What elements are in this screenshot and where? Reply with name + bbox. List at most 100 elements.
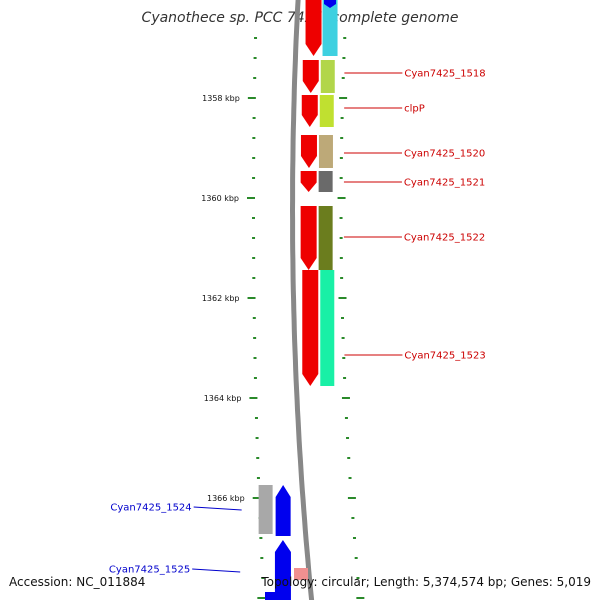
tick-mark: [252, 117, 256, 119]
gene-block: [320, 270, 335, 386]
tick-mark: [343, 377, 347, 379]
tick-mark: [252, 257, 256, 259]
tick-mark: [337, 197, 346, 199]
gene-label: Cyan7425_1518: [404, 69, 485, 80]
tick-mark: [261, 577, 265, 579]
tick-mark: [252, 177, 256, 179]
tick-mark: [356, 597, 365, 599]
gene-block-partial: [294, 568, 308, 580]
gene-block: [320, 60, 335, 93]
tick-mark: [343, 37, 347, 39]
tick-mark: [253, 357, 257, 359]
reverse-strand-arrow-partial: [265, 592, 280, 600]
tick-label: 1360 kbp: [201, 194, 239, 203]
tick-mark: [256, 477, 260, 479]
tick-mark: [341, 337, 345, 339]
tick-mark: [253, 77, 257, 79]
forward-strand-arrow: [300, 171, 317, 192]
tick-label: 1358 kbp: [202, 94, 240, 103]
gene-label: Cyan7425_1523: [404, 351, 485, 362]
tick-mark: [252, 137, 256, 139]
tick-mark: [348, 477, 352, 479]
tick-mark: [339, 217, 343, 219]
tick-mark: [249, 397, 258, 399]
tick-label: 1364 kbp: [204, 394, 242, 403]
tick-mark: [254, 37, 258, 39]
tick-mark: [256, 457, 260, 459]
tick-mark: [347, 457, 351, 459]
tick-label: 1366 kbp: [207, 494, 245, 503]
forward-strand-arrow: [301, 95, 318, 127]
label-connector: [193, 506, 242, 511]
accession-text: Accession: NC_011884: [9, 575, 146, 589]
gene-block: [319, 95, 334, 127]
gene-label: clpP: [404, 104, 425, 115]
tick-mark: [253, 57, 257, 59]
tick-mark: [252, 217, 256, 219]
tick-mark: [339, 237, 343, 239]
tick-mark: [346, 437, 350, 439]
forward-strand-arrow: [300, 206, 317, 270]
tick-mark: [341, 397, 350, 399]
tick-mark: [341, 77, 345, 79]
label-connector: [192, 568, 241, 573]
reverse-strand-arrow: [324, 0, 336, 8]
tick-mark: [342, 357, 346, 359]
tick-mark: [247, 97, 256, 99]
topology-text: Topology: circular; Length: 5,374,574 bp…: [261, 575, 591, 589]
tick-mark: [352, 537, 356, 539]
forward-strand-arrow: [305, 0, 322, 56]
gene-layer: [258, 0, 338, 600]
tick-mark: [247, 197, 256, 199]
gene-label: Cyan7425_1525: [109, 565, 190, 576]
tick-mark: [255, 437, 259, 439]
tick-mark: [340, 317, 344, 319]
tick-mark: [253, 337, 257, 339]
genome-title: Cyanothece sp. PCC 7425, complete genome: [141, 10, 459, 26]
tick-mark: [351, 517, 355, 519]
tick-mark: [252, 237, 256, 239]
tick-mark: [247, 297, 256, 299]
tick-mark: [339, 97, 348, 99]
gene-block: [318, 171, 333, 192]
tick-mark: [354, 557, 358, 559]
forward-strand-arrow: [300, 135, 317, 168]
tick-mark: [252, 317, 256, 319]
gene-block: [318, 206, 333, 270]
tick-mark: [260, 557, 264, 559]
genome-backbone: [289, 0, 315, 600]
gene-label: Cyan7425_1524: [110, 503, 191, 514]
forward-strand-arrow: [302, 60, 319, 93]
tick-mark: [342, 57, 346, 59]
tick-mark: [340, 277, 344, 279]
tick-mark: [252, 497, 261, 499]
tick-mark: [340, 117, 344, 119]
tick-mark: [347, 497, 356, 499]
gene-block-top: [322, 0, 338, 56]
reverse-strand-arrow: [274, 540, 291, 600]
tick-mark: [252, 157, 256, 159]
label-layer: Cyan7425_1518 clpP Cyan7425_1520 Cyan7425_1…: [109, 69, 486, 576]
tick-mark: [254, 417, 258, 419]
tick-label: 1362 kbp: [202, 294, 240, 303]
tick-mark: [356, 577, 360, 579]
tick-mark: [339, 177, 343, 179]
tick-mark: [339, 257, 343, 259]
tick-mark: [340, 137, 344, 139]
tick-mark: [338, 297, 347, 299]
gene-label: Cyan7425_1522: [404, 233, 485, 244]
gene-block: [318, 135, 333, 168]
tick-layer: 1358 kbp 1360 kbp 1362 kbp 1364 kbp 1366 kbp: [201, 37, 365, 599]
reverse-strand-arrow: [275, 485, 291, 536]
tick-mark: [259, 537, 263, 539]
gene-block: [258, 485, 273, 534]
forward-strand-arrow: [302, 270, 319, 386]
tick-mark: [253, 377, 257, 379]
tick-mark: [344, 417, 348, 419]
tick-mark: [252, 277, 256, 279]
tick-mark: [339, 157, 343, 159]
gene-label: Cyan7425_1521: [404, 178, 485, 189]
tick-mark: [257, 597, 266, 599]
